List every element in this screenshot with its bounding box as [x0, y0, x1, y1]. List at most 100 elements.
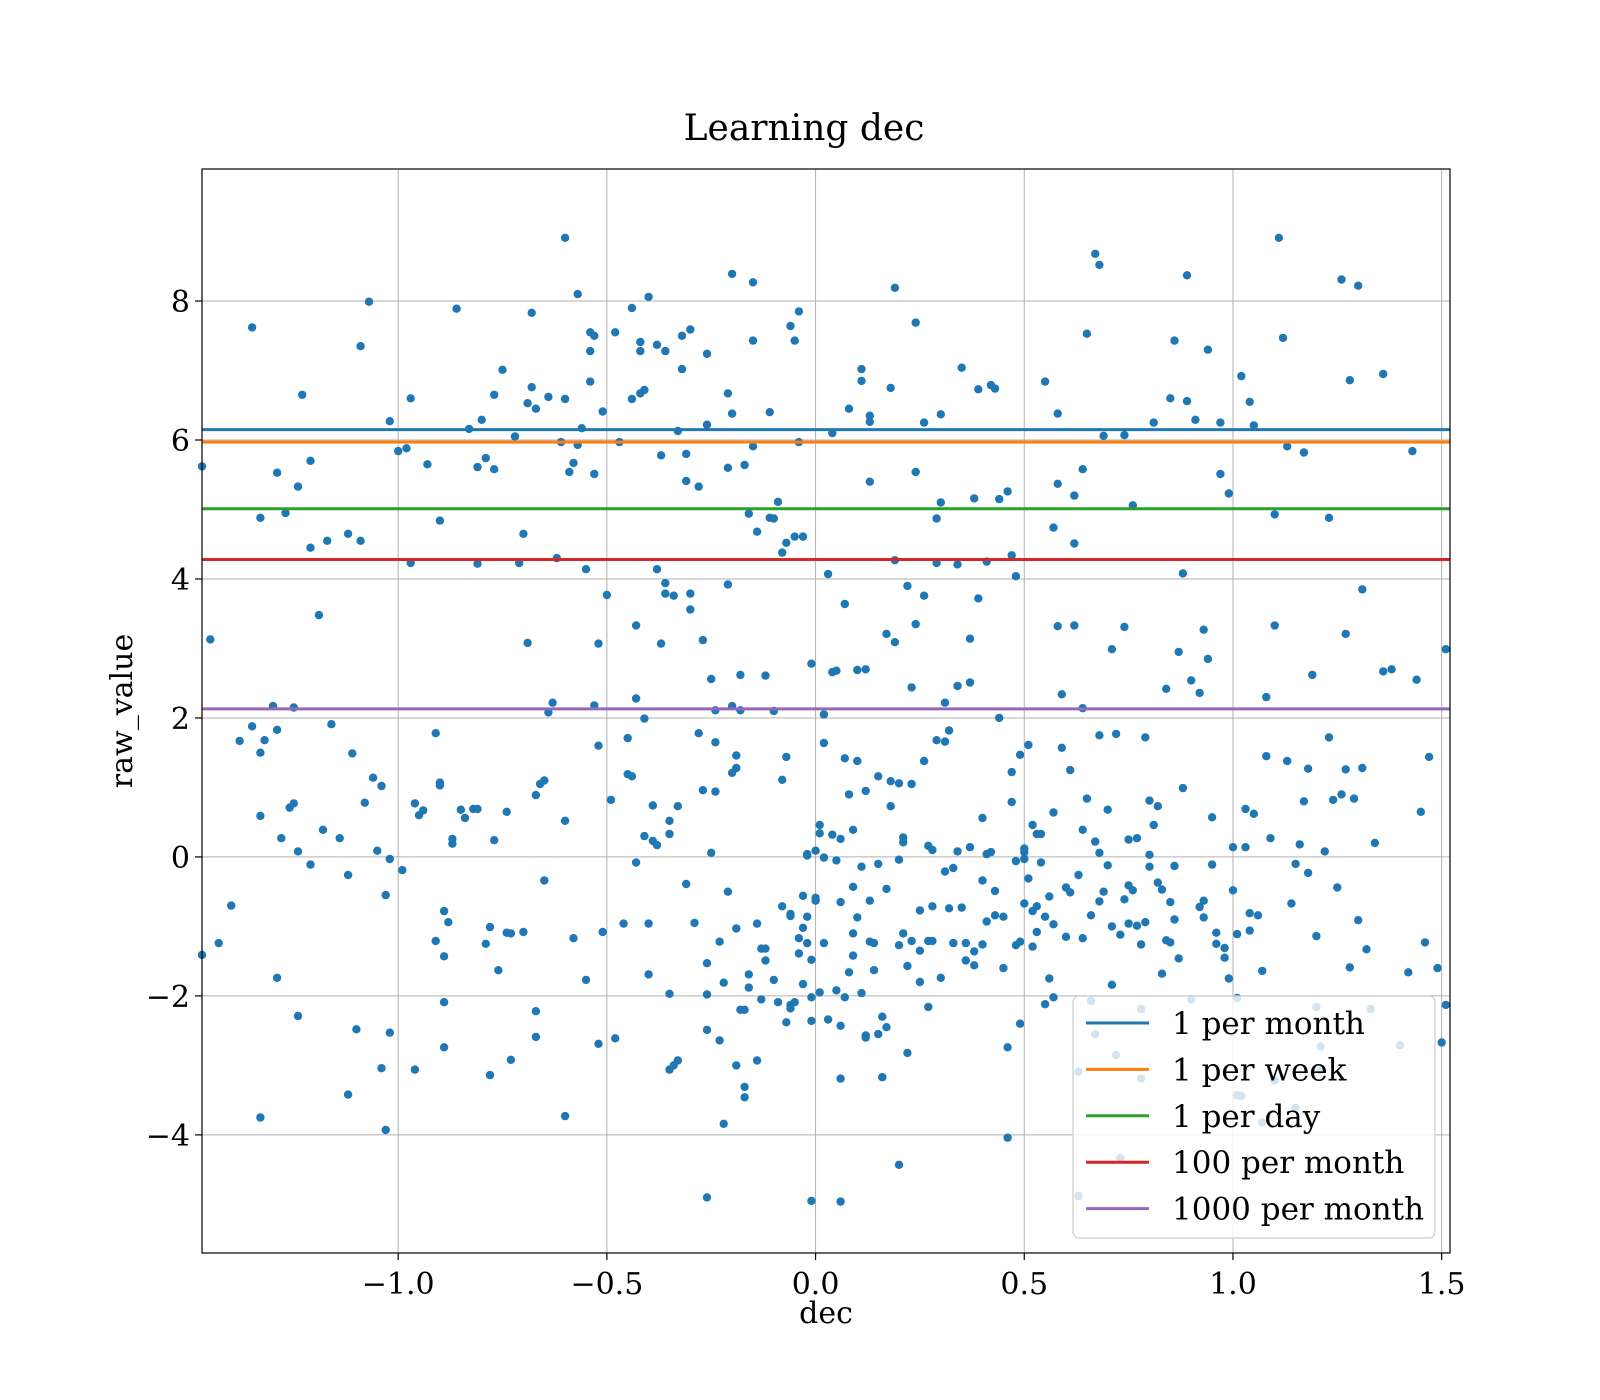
- scatter-point: [247, 323, 257, 332]
- scatter-point: [752, 527, 762, 536]
- scatter-point: [1245, 909, 1254, 918]
- scatter-point: [1024, 874, 1033, 883]
- scatter-point: [1274, 233, 1284, 242]
- scatter-point: [844, 404, 854, 413]
- scatter-point: [640, 831, 649, 841]
- scatter-point: [1070, 539, 1079, 548]
- scatter-point: [456, 805, 465, 814]
- scatter-point: [1379, 369, 1388, 379]
- scatter-point: [352, 1025, 361, 1034]
- scatter-point: [861, 786, 870, 796]
- scatter-point: [819, 853, 829, 862]
- scatter-point: [439, 906, 449, 916]
- scatter-point: [644, 292, 653, 302]
- scatter-point: [911, 619, 920, 629]
- scatter-point: [1107, 980, 1117, 989]
- scatter-point: [1003, 1133, 1012, 1142]
- scatter-point: [690, 918, 699, 928]
- scatter-point: [915, 906, 925, 915]
- scatter-point: [874, 772, 883, 781]
- y-tick-label: 4: [171, 563, 190, 598]
- scatter-point: [656, 451, 666, 460]
- scatter-point: [611, 328, 620, 337]
- scatter-point: [732, 1061, 741, 1070]
- scatter-point: [698, 786, 708, 795]
- scatter-point: [385, 1028, 394, 1037]
- scatter-point: [627, 772, 637, 781]
- scatter-point: [335, 834, 344, 843]
- scatter-point: [894, 1160, 904, 1170]
- scatter-point: [953, 681, 962, 691]
- scatter-point: [836, 1021, 845, 1030]
- scatter-point: [882, 1022, 891, 1032]
- scatter-point: [439, 952, 449, 961]
- scatter-point: [631, 621, 641, 630]
- scatter-point: [581, 565, 591, 574]
- scatter-point: [1066, 888, 1075, 897]
- scatter-point: [1157, 885, 1167, 894]
- scatter-point: [1078, 825, 1087, 834]
- scatter-point: [490, 390, 499, 399]
- scatter-point: [1053, 622, 1062, 631]
- scatter-point: [940, 867, 950, 876]
- scatter-point: [928, 936, 937, 946]
- scatter-point: [965, 843, 975, 852]
- scatter-point: [527, 383, 536, 392]
- scatter-point: [360, 798, 369, 807]
- scatter-point: [765, 408, 774, 417]
- scatter-point: [1187, 676, 1196, 685]
- scatter-point: [919, 418, 929, 427]
- scatter-point: [531, 1032, 541, 1042]
- legend: 1 per month 1 per week 1 per day 100 per mo…: [1072, 995, 1436, 1239]
- scatter-point: [235, 736, 244, 746]
- scatter-point: [677, 331, 687, 340]
- scatter-point: [410, 799, 420, 808]
- scatter-point: [974, 594, 983, 603]
- scatter-point: [903, 581, 912, 591]
- y-tick-label: 0: [171, 841, 190, 876]
- scatter-point: [1291, 859, 1300, 869]
- scatter-point: [1253, 911, 1263, 920]
- scatter-point: [1120, 622, 1129, 632]
- scatter-point: [878, 1012, 887, 1021]
- scatter-point: [732, 924, 741, 933]
- scatter-point: [510, 432, 520, 441]
- scatter-point: [1162, 684, 1171, 693]
- scatter-point: [790, 336, 799, 345]
- scatter-point: [1057, 743, 1067, 752]
- scatter-point: [886, 777, 895, 786]
- scatter-point: [1015, 750, 1025, 759]
- scatter-point: [907, 936, 916, 946]
- plot-frame: [201, 168, 1451, 1254]
- scatter-point: [682, 476, 691, 486]
- scatter-point: [1345, 963, 1355, 972]
- scatter-point: [293, 847, 303, 856]
- scatter-point: [214, 938, 223, 948]
- scatter-point: [928, 845, 937, 855]
- scatter-point: [865, 417, 874, 427]
- scatter-point: [819, 738, 829, 748]
- scatter-point: [990, 911, 1000, 920]
- scatter-point: [965, 634, 975, 643]
- scatter-point: [723, 887, 733, 896]
- scatter-point: [940, 698, 950, 707]
- scatter-point: [623, 733, 632, 743]
- scatter-point: [611, 1034, 620, 1043]
- scatter-point: [1362, 945, 1371, 954]
- scatter-point: [715, 1036, 724, 1045]
- scatter-point: [944, 726, 954, 735]
- scatter-point: [1220, 953, 1229, 962]
- scatter-point: [815, 820, 824, 830]
- scatter-point: [627, 303, 637, 313]
- scatter-point: [348, 749, 357, 758]
- scatter-point: [974, 385, 983, 394]
- scatter-point: [744, 509, 753, 518]
- scatter-point: [1216, 418, 1225, 427]
- scatter-point: [995, 494, 1004, 504]
- scatter-point: [452, 304, 461, 313]
- scatter-point: [869, 966, 879, 975]
- scatter-point: [798, 891, 808, 900]
- scatter-point: [594, 741, 603, 750]
- scatter-point: [794, 934, 804, 943]
- scatter-point: [343, 529, 353, 538]
